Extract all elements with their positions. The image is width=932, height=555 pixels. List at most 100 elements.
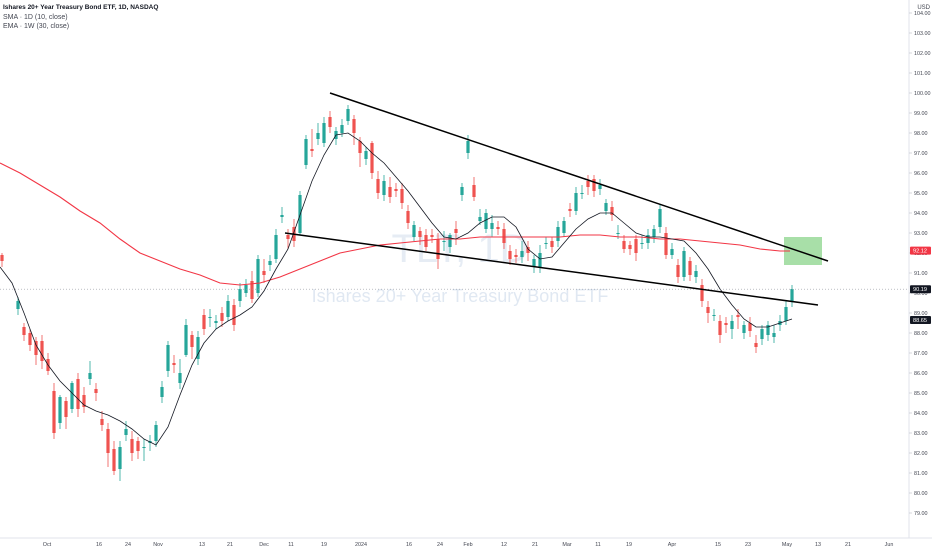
sma-price-label-text: 88.65 bbox=[913, 318, 927, 324]
candle-body bbox=[286, 235, 290, 239]
candle-body bbox=[412, 225, 416, 237]
candle bbox=[496, 221, 500, 235]
x-tick-label: 11 bbox=[595, 542, 601, 548]
candle bbox=[220, 307, 224, 327]
watermark: TLT, 1D Ishares 20+ Year Treasury Bond E… bbox=[312, 227, 609, 306]
candle bbox=[70, 381, 74, 413]
candle bbox=[244, 279, 248, 297]
candle bbox=[58, 395, 62, 429]
candle bbox=[670, 243, 674, 259]
candle-body bbox=[616, 233, 620, 234]
candle bbox=[376, 171, 380, 199]
target-zone-box bbox=[784, 237, 822, 265]
candle bbox=[280, 207, 284, 223]
candle-body bbox=[514, 255, 518, 257]
candle-body bbox=[670, 249, 674, 255]
candle bbox=[598, 179, 602, 195]
candle bbox=[328, 111, 332, 133]
candle-body bbox=[352, 119, 356, 133]
price-axis[interactable]: 79.00 80.00 81.00 82.00 83.00 84.00 85.00 86.00… bbox=[909, 11, 931, 517]
y-tick-label: 96.00 bbox=[914, 171, 928, 177]
y-tick-label: 88.00 bbox=[914, 331, 928, 337]
candle-body bbox=[652, 229, 656, 237]
candle bbox=[106, 423, 110, 467]
candle-body bbox=[316, 133, 320, 139]
candle bbox=[622, 235, 626, 253]
candle-body bbox=[274, 235, 278, 259]
candle-body bbox=[532, 259, 536, 267]
candle bbox=[88, 361, 92, 385]
ema-price-label bbox=[910, 246, 931, 255]
candle bbox=[184, 319, 188, 357]
candle-body bbox=[748, 323, 752, 331]
candle-body bbox=[766, 325, 770, 335]
candle-body bbox=[742, 325, 746, 333]
y-tick-label: 101.00 bbox=[914, 71, 931, 77]
candle bbox=[232, 299, 236, 331]
candle-body bbox=[340, 125, 344, 133]
candle-body bbox=[232, 305, 236, 325]
candle bbox=[718, 315, 722, 343]
candle-body bbox=[106, 429, 110, 453]
candle bbox=[34, 337, 38, 365]
x-tick-label: 24 bbox=[125, 542, 131, 548]
x-tick-label: 21 bbox=[845, 542, 851, 548]
candle bbox=[646, 229, 650, 249]
candle-body bbox=[220, 313, 224, 321]
candle bbox=[172, 355, 176, 373]
x-tick-label: 16 bbox=[406, 542, 412, 548]
x-tick-label: 13 bbox=[815, 542, 821, 548]
candle-body bbox=[142, 447, 146, 448]
candle-body bbox=[388, 187, 392, 197]
candle bbox=[688, 257, 692, 281]
candle-body bbox=[40, 341, 44, 361]
candle bbox=[766, 321, 770, 341]
candle-body bbox=[424, 235, 428, 247]
candle-body bbox=[328, 117, 332, 127]
x-tick-label: 21 bbox=[532, 542, 538, 548]
x-tick-label: 19 bbox=[626, 542, 632, 548]
candle-body bbox=[730, 321, 734, 329]
candle bbox=[478, 209, 482, 225]
candle-body bbox=[580, 193, 584, 194]
candle-body bbox=[520, 251, 524, 257]
candle-body bbox=[442, 241, 446, 242]
y-tick-label: 89.00 bbox=[914, 311, 928, 317]
candle-body bbox=[724, 323, 728, 325]
candle bbox=[226, 295, 230, 321]
candle-body bbox=[694, 271, 698, 277]
candle bbox=[0, 253, 4, 267]
trendline[interactable] bbox=[284, 232, 819, 306]
candle bbox=[580, 185, 584, 199]
x-tick-label: 19 bbox=[321, 542, 327, 548]
candles bbox=[0, 105, 794, 481]
candle bbox=[430, 229, 434, 243]
sma-legend[interactable]: SMA · 1D (10, close) bbox=[3, 14, 68, 21]
candle bbox=[706, 301, 710, 323]
candle-body bbox=[184, 325, 188, 355]
candle bbox=[304, 135, 308, 169]
trendlines[interactable] bbox=[284, 92, 829, 306]
candle bbox=[358, 137, 362, 167]
candle-body bbox=[154, 425, 158, 441]
candle bbox=[550, 237, 554, 253]
candle bbox=[388, 177, 392, 203]
x-tick-label: 23 bbox=[745, 542, 751, 548]
candle-body bbox=[556, 227, 560, 241]
candle-body bbox=[358, 141, 362, 153]
y-tick-label: 80.00 bbox=[914, 491, 928, 497]
candle-body bbox=[130, 439, 134, 453]
candle bbox=[460, 183, 464, 201]
candle-body bbox=[448, 235, 452, 247]
candle bbox=[136, 437, 140, 459]
candle bbox=[334, 127, 338, 145]
ema-legend[interactable]: EMA · 1W (30, close) bbox=[3, 23, 70, 30]
candle bbox=[94, 383, 98, 401]
candle bbox=[628, 241, 632, 255]
trendline[interactable] bbox=[329, 92, 829, 262]
candle-body bbox=[22, 327, 26, 335]
time-axis[interactable]: Oct 16 24 Nov 13 21 Dec 11 19 2024 16 24 Feb 12 21 Mar 1… bbox=[43, 542, 894, 548]
candle bbox=[586, 175, 590, 195]
